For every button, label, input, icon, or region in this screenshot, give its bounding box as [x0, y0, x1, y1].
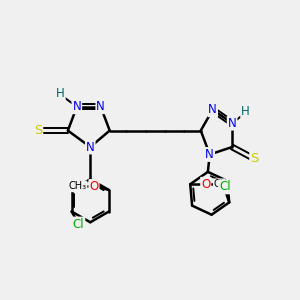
Text: CH₃: CH₃ [214, 179, 232, 189]
Text: O: O [201, 178, 210, 191]
Text: N: N [205, 148, 214, 161]
Text: Cl: Cl [219, 180, 230, 194]
Text: N: N [208, 103, 217, 116]
Text: S: S [34, 124, 42, 137]
Text: H: H [241, 105, 250, 118]
Text: N: N [96, 100, 105, 113]
Text: N: N [228, 117, 236, 130]
Text: N: N [73, 100, 81, 113]
Text: O: O [89, 180, 99, 193]
Text: CH₃: CH₃ [68, 182, 87, 191]
Text: N: N [86, 140, 95, 154]
Text: Cl: Cl [73, 218, 84, 231]
Text: S: S [250, 152, 259, 166]
Text: H: H [56, 87, 65, 100]
